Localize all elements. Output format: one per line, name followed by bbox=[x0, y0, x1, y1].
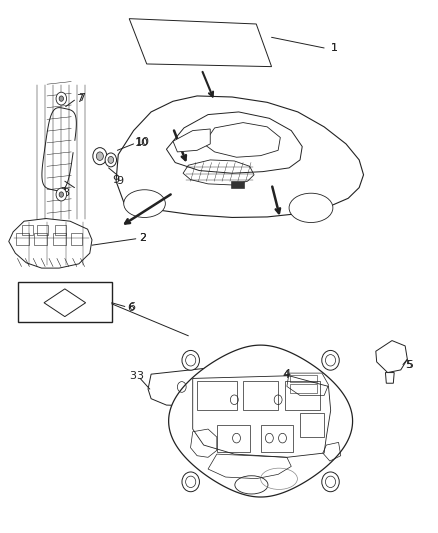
Circle shape bbox=[105, 153, 117, 167]
Bar bbox=[290, 384, 317, 393]
Text: 4: 4 bbox=[283, 370, 290, 379]
Polygon shape bbox=[240, 368, 274, 399]
Polygon shape bbox=[9, 219, 92, 268]
Polygon shape bbox=[169, 345, 353, 497]
Text: 2: 2 bbox=[139, 233, 146, 243]
Bar bbox=[217, 425, 250, 452]
Polygon shape bbox=[166, 112, 302, 173]
Circle shape bbox=[96, 152, 103, 160]
Ellipse shape bbox=[124, 190, 166, 217]
Bar bbox=[71, 233, 82, 245]
Bar bbox=[55, 225, 66, 235]
Circle shape bbox=[59, 96, 64, 101]
Polygon shape bbox=[44, 289, 86, 317]
Ellipse shape bbox=[289, 193, 333, 223]
Text: 7: 7 bbox=[76, 94, 83, 104]
Bar bbox=[243, 381, 278, 410]
Polygon shape bbox=[204, 123, 280, 157]
Bar bbox=[231, 181, 244, 188]
Circle shape bbox=[93, 148, 107, 165]
Bar bbox=[37, 225, 48, 235]
Text: 8: 8 bbox=[63, 188, 70, 198]
Polygon shape bbox=[173, 129, 210, 152]
Bar bbox=[285, 381, 320, 410]
Text: 1: 1 bbox=[331, 43, 338, 53]
Text: 10: 10 bbox=[136, 138, 150, 147]
Polygon shape bbox=[148, 368, 217, 406]
Text: 6: 6 bbox=[127, 303, 134, 312]
Text: 2: 2 bbox=[139, 233, 146, 243]
Bar bbox=[53, 233, 66, 245]
Text: 4: 4 bbox=[284, 369, 291, 379]
Text: 8: 8 bbox=[59, 187, 66, 197]
Text: 7: 7 bbox=[78, 93, 85, 103]
Bar bbox=[197, 381, 237, 410]
Text: 9: 9 bbox=[117, 176, 124, 186]
Circle shape bbox=[108, 157, 114, 164]
Bar bbox=[261, 425, 293, 452]
Text: 6: 6 bbox=[128, 302, 135, 312]
Text: 5: 5 bbox=[406, 360, 413, 369]
Bar bbox=[290, 375, 317, 382]
Circle shape bbox=[59, 192, 64, 197]
Bar bbox=[22, 225, 33, 235]
Polygon shape bbox=[376, 341, 407, 373]
Ellipse shape bbox=[182, 472, 199, 492]
Polygon shape bbox=[129, 19, 272, 67]
Text: 5: 5 bbox=[405, 360, 412, 369]
Ellipse shape bbox=[322, 350, 339, 370]
Bar bbox=[16, 233, 29, 245]
Ellipse shape bbox=[182, 350, 199, 370]
Bar bbox=[18, 282, 112, 322]
Text: 3: 3 bbox=[136, 372, 143, 381]
Text: 3: 3 bbox=[130, 372, 137, 381]
Text: 1: 1 bbox=[331, 43, 338, 53]
Text: 10: 10 bbox=[135, 138, 149, 148]
Circle shape bbox=[56, 188, 67, 201]
Ellipse shape bbox=[322, 472, 339, 492]
Text: 9: 9 bbox=[113, 175, 120, 185]
Polygon shape bbox=[385, 373, 394, 383]
Circle shape bbox=[56, 92, 67, 105]
Bar bbox=[300, 413, 324, 437]
Polygon shape bbox=[116, 96, 364, 217]
Bar bbox=[34, 233, 47, 245]
